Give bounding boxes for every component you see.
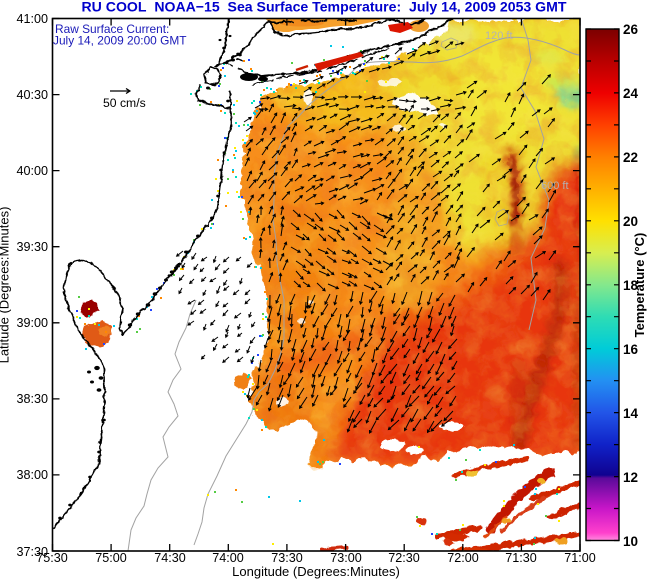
svg-text:75:30: 75:30	[36, 551, 68, 565]
svg-text:72:00: 72:00	[447, 551, 479, 565]
svg-text:72:30: 72:30	[388, 551, 420, 565]
svg-text:71:00: 71:00	[564, 551, 596, 565]
svg-text:73:00: 73:00	[330, 551, 362, 565]
svg-text:July 14, 2009 20:00 GMT: July 14, 2009 20:00 GMT	[53, 34, 187, 48]
svg-text:40:00: 40:00	[16, 164, 48, 178]
svg-text:Latitude (Degrees:Minutes): Latitude (Degrees:Minutes)	[0, 207, 12, 364]
svg-text:75:00: 75:00	[95, 551, 127, 565]
svg-text:73:30: 73:30	[271, 551, 303, 565]
svg-text:41:00: 41:00	[16, 12, 48, 26]
svg-text:120 ft: 120 ft	[485, 30, 513, 42]
svg-text:Temperature (°C): Temperature (°C)	[632, 233, 647, 338]
svg-text:38:30: 38:30	[16, 392, 48, 406]
svg-text:40:30: 40:30	[16, 88, 48, 102]
svg-text:10: 10	[623, 534, 638, 549]
svg-text:26: 26	[623, 22, 639, 37]
svg-text:12: 12	[623, 470, 638, 485]
svg-text:37:30: 37:30	[16, 545, 48, 559]
svg-text:RU COOL NOAA−15 Sea Surface: RU COOL NOAA−15 Sea Surface Temperature:…	[82, 0, 567, 15]
svg-text:22: 22	[623, 150, 638, 165]
svg-text:74:30: 74:30	[154, 551, 186, 565]
svg-text:39:00: 39:00	[16, 316, 48, 330]
svg-text:Raw Surface Current:: Raw Surface Current:	[55, 22, 169, 36]
svg-text:39:30: 39:30	[16, 240, 48, 254]
svg-text:14: 14	[623, 406, 639, 421]
svg-text:Longitude (Degrees:Minutes): Longitude (Degrees:Minutes)	[232, 564, 400, 579]
svg-text:600 ft: 600 ft	[541, 180, 569, 192]
svg-text:74:00: 74:00	[212, 551, 244, 565]
svg-text:71:30: 71:30	[505, 551, 537, 565]
svg-text:18: 18	[623, 278, 639, 293]
svg-text:24: 24	[623, 86, 639, 101]
svg-text:20: 20	[623, 214, 638, 229]
svg-text:16: 16	[623, 342, 639, 357]
svg-text:50 cm/s: 50 cm/s	[103, 96, 146, 110]
svg-text:38:00: 38:00	[16, 468, 48, 482]
